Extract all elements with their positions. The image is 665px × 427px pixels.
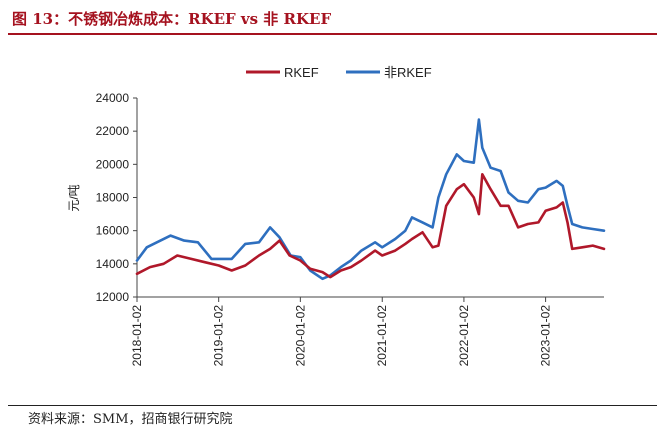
y-tick-label: 16000 [96,224,130,238]
y-tick-label: 12000 [96,290,130,304]
y-axis: 12000 14000 16000 18000 20000 22000 24000 [96,91,138,304]
y-tick-label: 18000 [96,191,130,205]
y-tick-label: 24000 [96,91,130,105]
series-line-rkef [135,173,606,279]
x-tick-label: 2018-01-02 [130,305,144,367]
y-tick-label: 22000 [96,124,130,138]
figure-title: 图 13：不锈钢冶炼成本：RKEF vs 非 RKEF [12,10,332,28]
chart-legend: RKEF 非RKEF [246,65,432,80]
legend-label-rkef: RKEF [284,65,319,80]
x-tick-label: 2019-01-02 [212,305,226,367]
y-tick-label: 20000 [96,157,130,171]
x-tick-label: 2023-01-02 [539,305,553,367]
series-line-non-rkef [135,118,606,281]
line-chart: RKEF 非RKEF 12000 14000 16000 18000 20000 22000… [67,65,606,367]
title-divider [8,33,657,35]
x-tick-label: 2020-01-02 [293,305,307,367]
source-divider [8,405,657,406]
legend-label-non-rkef: 非RKEF [384,65,432,80]
source-note: 资料来源：SMM，招商银行研究院 [28,412,233,427]
y-axis-label: 元/吨 [67,184,81,211]
plot-area [135,118,606,281]
x-axis: 2018-01-02 2019-01-02 2020-01-02 2021-01-02… [130,296,604,367]
x-tick-label: 2021-01-02 [375,305,389,367]
x-tick-label: 2022-01-02 [457,305,471,367]
y-tick-label: 14000 [96,257,130,271]
